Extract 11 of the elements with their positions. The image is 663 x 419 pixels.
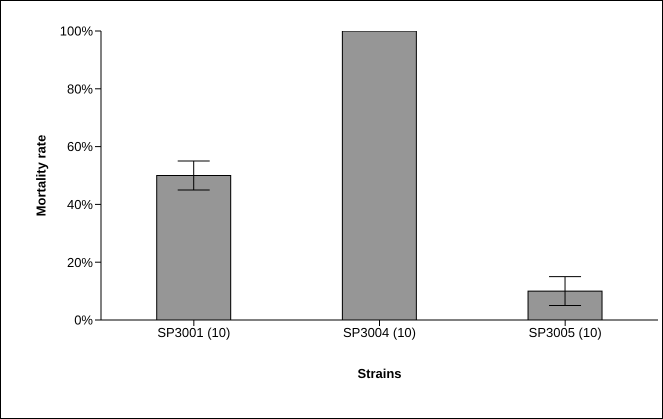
- y-tick-label: 0%: [74, 312, 94, 328]
- y-tick-label: 20%: [66, 254, 94, 270]
- y-tick-label: 80%: [66, 81, 94, 96]
- y-tick-label: 60%: [66, 139, 94, 154]
- x-axis-title: Strains: [357, 366, 402, 381]
- x-tick-label: SP3001 (10): [157, 325, 230, 340]
- x-tick-label: SP3005 (10): [528, 325, 602, 340]
- x-tick-label: SP3004 (10): [343, 325, 416, 340]
- y-tick-label: 40%: [66, 197, 94, 212]
- y-axis-title: Mortality rate: [34, 134, 49, 216]
- y-tick-label: 100%: [60, 24, 94, 39]
